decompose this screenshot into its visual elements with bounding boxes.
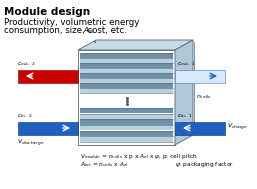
Text: $\dot{V}_{discharge}$: $\dot{V}_{discharge}$ <box>17 136 44 148</box>
Polygon shape <box>80 136 173 142</box>
Text: $c_{out,\ 1}$: $c_{out,\ 1}$ <box>177 60 196 67</box>
Polygon shape <box>80 114 173 119</box>
Polygon shape <box>80 73 173 78</box>
Polygon shape <box>18 70 78 83</box>
Polygon shape <box>18 122 78 135</box>
Text: $c_{in,\ 2}$: $c_{in,\ 2}$ <box>17 112 32 119</box>
Polygon shape <box>80 119 173 125</box>
Polygon shape <box>80 88 173 93</box>
Text: $A_{el}$: $A_{el}$ <box>83 26 96 43</box>
Polygon shape <box>80 83 173 88</box>
Polygon shape <box>80 78 173 83</box>
Text: consumption, size, cost, etc.: consumption, size, cost, etc. <box>4 26 127 35</box>
Polygon shape <box>80 53 173 58</box>
Polygon shape <box>175 122 225 135</box>
Text: $\dot{V}_{charge}$: $\dot{V}_{charge}$ <box>227 121 248 132</box>
Polygon shape <box>78 50 175 145</box>
Polygon shape <box>80 68 173 73</box>
Text: Productivity, volumetric energy: Productivity, volumetric energy <box>4 18 139 27</box>
Polygon shape <box>78 40 193 50</box>
Polygon shape <box>80 58 173 63</box>
Text: $c_{in,\ 1}$: $c_{in,\ 1}$ <box>177 112 192 119</box>
Polygon shape <box>80 63 173 68</box>
Text: $V_{module}$ = $n_{cells}$ x p x $A_{el}$ x $\psi$, p: cell pitch: $V_{module}$ = $n_{cells}$ x p x $A_{el}… <box>80 152 198 161</box>
Polygon shape <box>175 40 193 145</box>
Polygon shape <box>80 125 173 130</box>
Polygon shape <box>175 70 225 83</box>
Polygon shape <box>80 131 173 136</box>
Text: $A_{tot}$ = $n_{cells}$ x $A_{el}$: $A_{tot}$ = $n_{cells}$ x $A_{el}$ <box>80 160 129 169</box>
Text: $n_{cells}$: $n_{cells}$ <box>196 94 212 101</box>
Polygon shape <box>80 108 173 113</box>
Text: $\psi$: packaging factor: $\psi$: packaging factor <box>175 160 234 169</box>
Text: Module design: Module design <box>4 7 90 17</box>
Text: $c_{out,\ 2}$: $c_{out,\ 2}$ <box>17 60 36 67</box>
